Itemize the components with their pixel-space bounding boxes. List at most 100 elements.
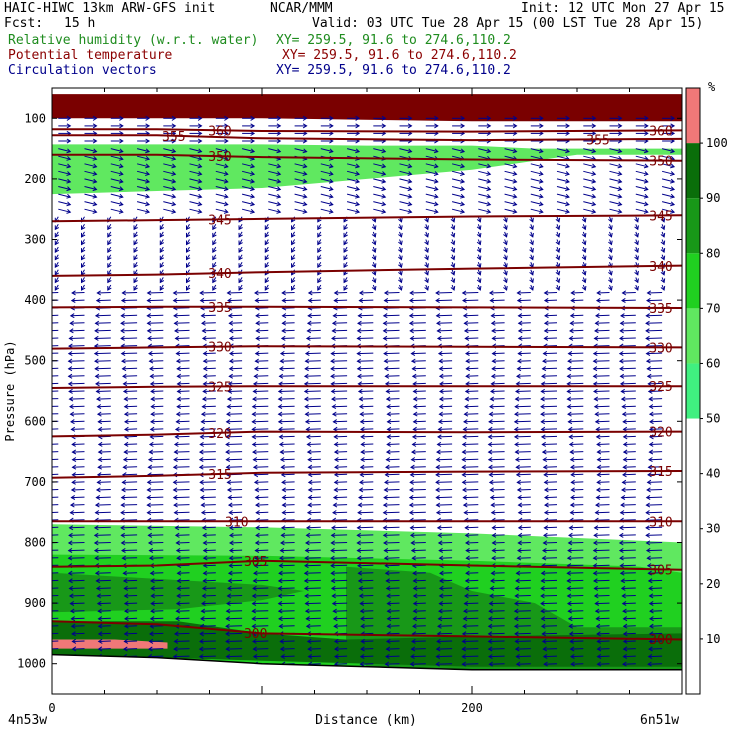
vector-head <box>227 381 233 387</box>
vector-head <box>171 209 177 214</box>
circulation-vector <box>385 655 400 658</box>
vector-head <box>71 638 77 644</box>
circulation-vector <box>203 375 216 377</box>
circulation-vector <box>410 534 426 536</box>
circulation-vector <box>385 564 400 567</box>
vector-head <box>148 358 154 364</box>
circulation-vector <box>68 360 85 362</box>
circulation-vector <box>254 473 269 476</box>
circulation-vector <box>229 352 243 355</box>
circulation-vector <box>373 178 386 183</box>
vector-head <box>646 563 652 569</box>
vector-head <box>264 286 270 291</box>
vector-head <box>159 263 165 269</box>
vector-head <box>330 563 335 569</box>
circulation-vector <box>609 201 622 206</box>
vector-head <box>304 547 310 553</box>
vector-head <box>489 297 495 303</box>
colorbar-tick-label: 20 <box>706 577 720 591</box>
vector-head <box>461 631 467 637</box>
circulation-vector <box>199 451 216 453</box>
circulation-vector <box>96 390 111 392</box>
circulation-vector <box>620 375 636 377</box>
circulation-vector <box>647 292 663 294</box>
circulation-vector <box>542 564 558 567</box>
vector-head <box>409 661 415 667</box>
circulation-vector <box>84 193 97 198</box>
vector-head <box>357 313 363 319</box>
vector-head <box>332 510 337 516</box>
vector-head <box>302 163 308 169</box>
circulation-vector <box>110 201 123 206</box>
circulation-vector <box>464 405 479 408</box>
circulation-vector <box>189 208 202 213</box>
circulation-vector <box>320 178 333 183</box>
vector-head <box>566 600 572 606</box>
circulation-vector <box>227 481 243 483</box>
circulation-vector <box>646 314 663 317</box>
circulation-vector <box>203 352 216 355</box>
vector-head <box>435 510 441 516</box>
vector-head <box>540 623 546 629</box>
circulation-vector <box>623 458 636 461</box>
vector-head <box>66 209 72 214</box>
circulation-vector <box>649 610 663 612</box>
circulation-vector <box>149 557 164 559</box>
vector-head <box>150 578 155 584</box>
vector-head <box>644 130 649 136</box>
vector-head <box>634 217 639 223</box>
circulation-vector <box>425 208 438 213</box>
circulation-vector <box>439 557 453 559</box>
circulation-vector <box>466 572 479 574</box>
circulation-vector <box>163 186 176 190</box>
circulation-vector <box>619 352 636 355</box>
vector-head <box>174 525 180 531</box>
circulation-vector <box>619 337 636 339</box>
vector-head <box>360 638 366 644</box>
vector-head <box>438 396 444 402</box>
vector-head <box>596 457 602 463</box>
vector-head <box>648 411 654 417</box>
vector-head <box>529 270 534 276</box>
vector-head <box>516 358 522 364</box>
circulation-vector <box>544 337 558 339</box>
vector-head <box>617 130 623 136</box>
vector-head <box>476 278 482 284</box>
circulation-vector <box>282 299 295 302</box>
circulation-vector <box>203 390 216 392</box>
circulation-vector <box>346 163 360 168</box>
circulation-vector <box>413 587 426 589</box>
vector-head <box>517 494 522 500</box>
vector-head <box>529 240 534 246</box>
vector-head <box>487 638 493 644</box>
circulation-vector <box>110 178 123 183</box>
circulation-vector <box>462 451 479 453</box>
vector-head <box>591 178 597 184</box>
theta-label-305: 305 <box>649 563 672 578</box>
vector-head <box>278 366 284 372</box>
theta-label-330: 330 <box>649 341 672 356</box>
circulation-vector <box>373 193 386 198</box>
circulation-vector <box>334 489 348 491</box>
vector-head <box>225 457 231 463</box>
circulation-vector <box>622 663 636 665</box>
vector-head <box>433 186 439 192</box>
circulation-vector <box>463 617 479 620</box>
circulation-vector <box>386 398 400 400</box>
circulation-vector <box>252 640 269 642</box>
vector-head <box>253 563 259 569</box>
circulation-vector <box>438 542 453 544</box>
circulation-vector <box>518 314 531 317</box>
vector-head <box>592 547 598 553</box>
circulation-vector <box>176 549 190 552</box>
circulation-vector <box>515 632 531 635</box>
circulation-vector <box>567 375 584 377</box>
vector-head <box>649 426 654 432</box>
circulation-vector <box>569 443 584 445</box>
vector-head <box>491 525 497 531</box>
vector-head <box>305 426 311 432</box>
vector-head <box>306 638 312 644</box>
vector-head <box>223 178 229 184</box>
vector-head <box>150 403 156 410</box>
